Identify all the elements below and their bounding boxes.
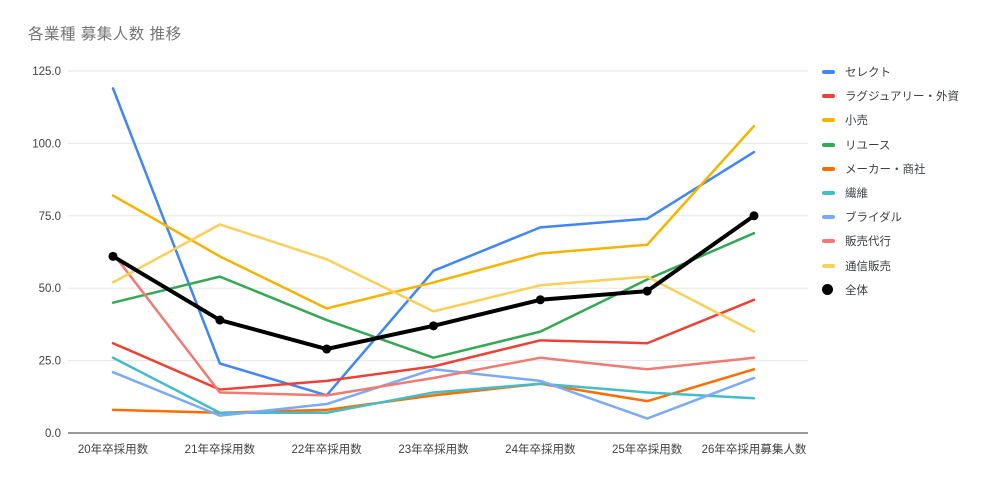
- legend-item-label: 繊維: [845, 188, 868, 201]
- x-axis-label: 22年卒採用数: [292, 442, 363, 456]
- legend-item-label: 全体: [845, 284, 868, 297]
- legend-swatch-color: [822, 118, 835, 123]
- legend-swatch-color: [822, 215, 835, 220]
- legend-item-label: メーカー・商社: [845, 163, 926, 176]
- chart-legend: セレクトラグジュアリー・外資 小売リユースメーカー・商社 繊維ブライダル販売代行通信…: [822, 60, 980, 302]
- x-axis-label: 23年卒採用数: [398, 442, 469, 456]
- legend-item-label: 小売: [845, 115, 868, 128]
- legend-line-swatch: [822, 70, 836, 75]
- series-point-marker: [642, 286, 652, 296]
- legend-item-label: 販売代行: [845, 236, 891, 249]
- legend-line-swatch: [822, 94, 836, 99]
- y-tick-label: 75.0: [39, 211, 61, 223]
- legend-line-swatch: [822, 142, 836, 147]
- legend-swatch-color: [822, 142, 835, 147]
- series-line-1: [111, 298, 756, 391]
- y-tick-label: 125.0: [32, 66, 61, 78]
- legend-line-swatch: [822, 263, 836, 268]
- series-point-marker: [749, 211, 759, 221]
- legend-circle-swatch: [822, 284, 836, 296]
- legend-line-swatch: [822, 215, 836, 220]
- y-tick-label: 0.0: [45, 428, 61, 440]
- legend-line-swatch: [822, 166, 836, 171]
- series-line-6: [111, 368, 756, 420]
- legend-item-1: ラグジュアリー・外資: [822, 84, 980, 108]
- legend-item-4: メーカー・商社: [822, 157, 980, 181]
- legend-item-7: 販売代行: [822, 229, 980, 253]
- legend-item-9: 全体: [822, 278, 980, 302]
- legend-swatch-color: [822, 263, 835, 268]
- series-line-3: [111, 231, 756, 359]
- series-point-marker: [215, 315, 225, 325]
- y-tick-label: 100.0: [32, 138, 61, 150]
- legend-item-5: 繊維: [822, 181, 980, 205]
- legend-swatch-color: [822, 284, 833, 296]
- legend-item-6: ブライダル: [822, 205, 980, 229]
- x-axis-label: 25年卒採用数: [612, 442, 683, 456]
- y-tick-label: 50.0: [39, 283, 61, 295]
- legend-line-swatch: [822, 191, 836, 196]
- legend-item-label: セレクト: [845, 67, 891, 80]
- legend-swatch-color: [822, 70, 835, 75]
- legend-line-swatch: [822, 239, 836, 244]
- legend-item-label: リユース: [845, 139, 891, 152]
- chart-title: 各業種 募集人数 推移: [28, 26, 182, 43]
- series-point-marker: [322, 344, 332, 354]
- series-point-marker: [108, 251, 118, 261]
- series-line-8: [111, 223, 756, 333]
- legend-item-label: ラグジュアリー・外資: [845, 91, 959, 104]
- legend-item-2: 小売: [822, 108, 980, 132]
- legend-item-0: セレクト: [822, 60, 980, 84]
- legend-item-label: ブライダル: [845, 212, 903, 225]
- series-point-marker: [535, 295, 545, 305]
- legend-swatch-color: [822, 94, 835, 99]
- legend-item-8: 通信販売: [822, 254, 980, 278]
- legend-line-swatch: [822, 118, 836, 123]
- series-line-7: [111, 252, 756, 397]
- series-point-marker: [429, 321, 438, 331]
- legend-item-3: リユース: [822, 133, 980, 157]
- x-axis-label: 20年卒採用数: [78, 442, 149, 456]
- y-tick-label: 25.0: [39, 356, 61, 368]
- legend-swatch-color: [822, 191, 835, 196]
- legend-swatch-color: [822, 239, 835, 244]
- legend-swatch-color: [822, 166, 835, 171]
- series-line-0: [111, 87, 756, 397]
- x-axis-label: 26年卒採用募集人数: [702, 442, 807, 456]
- series-line-5: [111, 356, 756, 414]
- x-axis-label: 21年卒採用数: [185, 442, 256, 456]
- x-axis-label: 24年卒採用数: [505, 442, 576, 456]
- legend-item-label: 通信販売: [845, 260, 891, 273]
- series-line-2: [111, 124, 756, 310]
